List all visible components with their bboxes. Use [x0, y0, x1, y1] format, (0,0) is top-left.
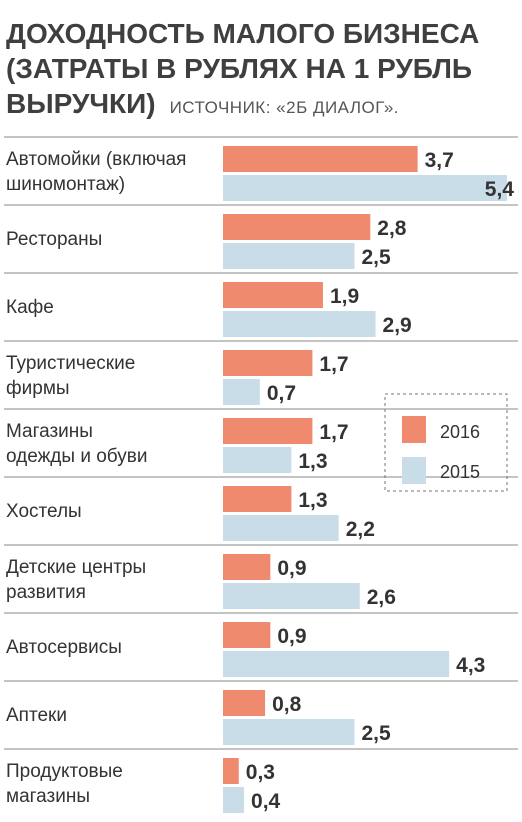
category-label-line: Автомойки (включая: [6, 149, 186, 170]
category-label-line: магазины: [6, 786, 90, 807]
category-label-line: Аптеки: [6, 705, 67, 726]
value-label-2015: 2,5: [362, 246, 392, 269]
value-label-2016: 3,7: [425, 149, 454, 172]
category-label: Детские центры развития: [6, 557, 146, 603]
value-label-2016: 0,8: [272, 693, 302, 716]
bar-2015: [223, 651, 450, 677]
bar-2016: [223, 350, 313, 376]
value-label-2015: 2,2: [346, 518, 375, 541]
category-label-line: шиномонтаж): [6, 174, 125, 195]
category-label-line: Автосервисы: [6, 637, 122, 658]
value-label-2015: 0,4: [251, 790, 281, 813]
value-label-2015: 0,7: [267, 382, 296, 405]
category-label-line: Детские центры: [6, 557, 146, 578]
category-label-line: одежды и обуви: [6, 446, 147, 467]
category-label: Аптеки: [6, 705, 67, 726]
bar-2016: [223, 486, 292, 512]
category-label-line: Кафе: [6, 297, 54, 318]
value-label-2016: 1,9: [330, 285, 359, 308]
value-label-2016: 1,3: [298, 489, 327, 512]
bar-2016: [223, 622, 271, 648]
title-line-2: (ЗАТРАТЫ В РУБЛЯХ НА 1 РУБЛЬ: [6, 53, 473, 84]
category-label-line: фирмы: [6, 378, 70, 399]
legend-label-2015: 2015: [440, 462, 480, 482]
category-label-line: Продуктовые: [6, 761, 123, 782]
category-label: Кафе: [6, 297, 54, 318]
value-label-2016: 0,9: [277, 625, 306, 648]
value-label-2016: 2,8: [377, 217, 407, 240]
category-label-line: Туристические: [6, 353, 135, 374]
bar-2015: [223, 583, 360, 609]
bar-2015: [223, 515, 339, 541]
bar-2015: [223, 787, 245, 813]
chart-title: ДОХОДНОСТЬ МАЛОГО БИЗНЕСА (ЗАТРАТЫ В РУБ…: [6, 16, 479, 125]
bar-2015: [223, 243, 355, 269]
bar-2016: [223, 146, 418, 172]
category-label: Хостелы: [6, 501, 82, 522]
bar-2016: [223, 418, 313, 444]
value-label-2016: 0,3: [246, 761, 275, 784]
title-line-3: ВЫРУЧКИ) ИСТОЧНИК: «2Б ДИАЛОГ».: [6, 86, 479, 125]
title-line-3-text: ВЫРУЧКИ): [6, 88, 156, 119]
category-label: Туристические фирмы: [6, 353, 135, 399]
category-label: Продуктовые магазины: [6, 761, 123, 807]
category-label: Автосервисы: [6, 637, 122, 658]
category-label: Магазины одежды и обуви: [6, 421, 147, 467]
value-label-2016: 0,9: [277, 557, 306, 580]
category-label-line: Рестораны: [6, 229, 102, 250]
bar-2015: [223, 175, 508, 201]
category-label: Рестораны: [6, 229, 102, 250]
bar-2015: [223, 719, 355, 745]
bar-2016: [223, 554, 271, 580]
value-label-2015: 4,3: [456, 654, 485, 677]
bar-2015: [223, 447, 292, 473]
source-note: ИСТОЧНИК: «2Б ДИАЛОГ».: [169, 98, 400, 117]
value-label-2015: 2,6: [367, 586, 396, 609]
bar-2016: [223, 282, 323, 308]
bar-2015: [223, 379, 260, 405]
bar-2015: [223, 311, 376, 337]
category-label: Автомойки (включая шиномонтаж): [6, 149, 186, 195]
value-label-2015: 2,9: [383, 314, 412, 337]
legend-swatch-2015: [402, 457, 426, 484]
value-label-2016: 1,7: [319, 421, 348, 444]
value-label-2015: 1,3: [298, 450, 327, 473]
value-label-2015: 5,4: [485, 178, 515, 201]
category-label-line: развития: [6, 582, 86, 603]
category-label-line: Хостелы: [6, 501, 82, 522]
legend-swatch-2016: [402, 416, 426, 443]
value-label-2015: 2,5: [362, 722, 392, 745]
legend-label-2016: 2016: [440, 422, 480, 442]
title-line-1: ДОХОДНОСТЬ МАЛОГО БИЗНЕСА: [6, 18, 480, 49]
bar-2016: [223, 214, 371, 240]
legend-box: [384, 393, 508, 492]
category-label-line: Магазины: [6, 421, 93, 442]
bar-2016: [223, 758, 239, 784]
bar-2016: [223, 690, 266, 716]
value-label-2016: 1,7: [319, 353, 348, 376]
